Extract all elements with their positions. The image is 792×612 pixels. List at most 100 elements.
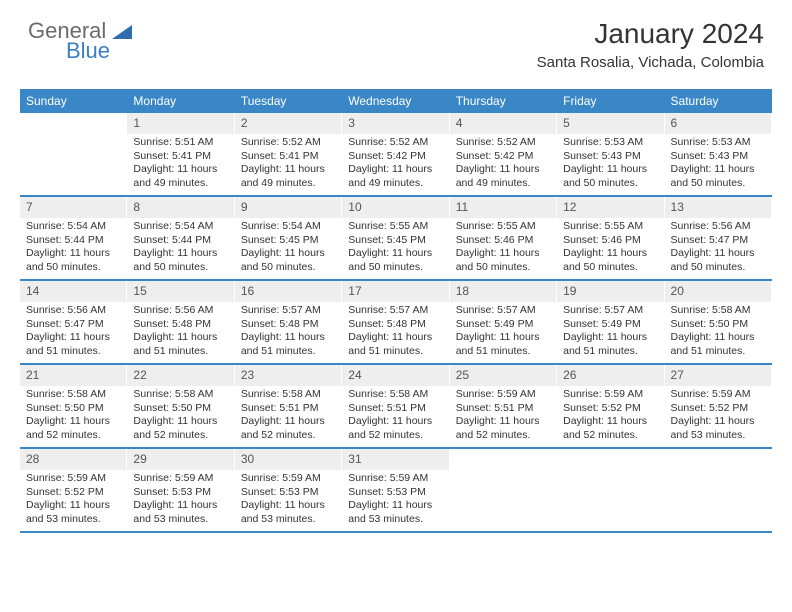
day-cell: [557, 449, 664, 531]
day-number: 3: [342, 113, 448, 134]
week-row: 14Sunrise: 5:56 AMSunset: 5:47 PMDayligh…: [20, 281, 772, 365]
daylight-text: Daylight: 11 hours and 49 minutes.: [133, 163, 227, 190]
day-details: Sunrise: 5:57 AMSunset: 5:49 PMDaylight:…: [557, 302, 663, 363]
day-cell: 30Sunrise: 5:59 AMSunset: 5:53 PMDayligh…: [235, 449, 342, 531]
day-number: 26: [557, 365, 663, 386]
day-number: 19: [557, 281, 663, 302]
day-cell: 1Sunrise: 5:51 AMSunset: 5:41 PMDaylight…: [127, 113, 234, 195]
sunset-text: Sunset: 5:51 PM: [348, 402, 442, 416]
calendar: SundayMondayTuesdayWednesdayThursdayFrid…: [20, 89, 772, 533]
day-details: Sunrise: 5:52 AMSunset: 5:41 PMDaylight:…: [235, 134, 341, 195]
day-number: 6: [665, 113, 771, 134]
dow-wednesday: Wednesday: [342, 89, 449, 113]
day-number: 1: [127, 113, 233, 134]
day-details: Sunrise: 5:56 AMSunset: 5:47 PMDaylight:…: [20, 302, 126, 363]
day-cell: 5Sunrise: 5:53 AMSunset: 5:43 PMDaylight…: [557, 113, 664, 195]
daylight-text: Daylight: 11 hours and 50 minutes.: [348, 247, 442, 274]
sunrise-text: Sunrise: 5:52 AM: [241, 136, 335, 150]
day-cell: 22Sunrise: 5:58 AMSunset: 5:50 PMDayligh…: [127, 365, 234, 447]
sunrise-text: Sunrise: 5:56 AM: [133, 304, 227, 318]
day-details: Sunrise: 5:52 AMSunset: 5:42 PMDaylight:…: [342, 134, 448, 195]
dow-row: SundayMondayTuesdayWednesdayThursdayFrid…: [20, 89, 772, 113]
sunrise-text: Sunrise: 5:58 AM: [26, 388, 120, 402]
day-details: Sunrise: 5:55 AMSunset: 5:45 PMDaylight:…: [342, 218, 448, 279]
sunset-text: Sunset: 5:46 PM: [563, 234, 657, 248]
day-cell: 18Sunrise: 5:57 AMSunset: 5:49 PMDayligh…: [450, 281, 557, 363]
sunset-text: Sunset: 5:50 PM: [133, 402, 227, 416]
daylight-text: Daylight: 11 hours and 50 minutes.: [133, 247, 227, 274]
day-details: Sunrise: 5:51 AMSunset: 5:41 PMDaylight:…: [127, 134, 233, 195]
sunset-text: Sunset: 5:45 PM: [241, 234, 335, 248]
day-details: Sunrise: 5:57 AMSunset: 5:48 PMDaylight:…: [235, 302, 341, 363]
daylight-text: Daylight: 11 hours and 50 minutes.: [671, 163, 765, 190]
day-cell: 31Sunrise: 5:59 AMSunset: 5:53 PMDayligh…: [342, 449, 449, 531]
sunset-text: Sunset: 5:44 PM: [133, 234, 227, 248]
day-cell: 19Sunrise: 5:57 AMSunset: 5:49 PMDayligh…: [557, 281, 664, 363]
day-cell: 28Sunrise: 5:59 AMSunset: 5:52 PMDayligh…: [20, 449, 127, 531]
day-details: Sunrise: 5:59 AMSunset: 5:51 PMDaylight:…: [450, 386, 556, 447]
sunset-text: Sunset: 5:51 PM: [456, 402, 550, 416]
sunset-text: Sunset: 5:50 PM: [671, 318, 765, 332]
sunrise-text: Sunrise: 5:54 AM: [133, 220, 227, 234]
sunset-text: Sunset: 5:48 PM: [133, 318, 227, 332]
day-number: 23: [235, 365, 341, 386]
sunrise-text: Sunrise: 5:59 AM: [456, 388, 550, 402]
brand-logo: GeneralBlue: [28, 18, 132, 64]
day-number: 20: [665, 281, 771, 302]
day-number: 18: [450, 281, 556, 302]
day-number: 31: [342, 449, 448, 470]
sunset-text: Sunset: 5:49 PM: [456, 318, 550, 332]
sunset-text: Sunset: 5:44 PM: [26, 234, 120, 248]
day-cell: 9Sunrise: 5:54 AMSunset: 5:45 PMDaylight…: [235, 197, 342, 279]
dow-tuesday: Tuesday: [235, 89, 342, 113]
title-block: January 2024 Santa Rosalia, Vichada, Col…: [537, 18, 764, 71]
day-cell: 16Sunrise: 5:57 AMSunset: 5:48 PMDayligh…: [235, 281, 342, 363]
day-cell: 14Sunrise: 5:56 AMSunset: 5:47 PMDayligh…: [20, 281, 127, 363]
day-cell: 29Sunrise: 5:59 AMSunset: 5:53 PMDayligh…: [127, 449, 234, 531]
sunrise-text: Sunrise: 5:55 AM: [563, 220, 657, 234]
day-cell: 10Sunrise: 5:55 AMSunset: 5:45 PMDayligh…: [342, 197, 449, 279]
daylight-text: Daylight: 11 hours and 52 minutes.: [26, 415, 120, 442]
sunset-text: Sunset: 5:52 PM: [671, 402, 765, 416]
daylight-text: Daylight: 11 hours and 49 minutes.: [456, 163, 550, 190]
day-number: 15: [127, 281, 233, 302]
sunrise-text: Sunrise: 5:52 AM: [348, 136, 442, 150]
day-details: Sunrise: 5:59 AMSunset: 5:53 PMDaylight:…: [127, 470, 233, 531]
sunset-text: Sunset: 5:42 PM: [348, 150, 442, 164]
day-number: 30: [235, 449, 341, 470]
day-details: Sunrise: 5:54 AMSunset: 5:44 PMDaylight:…: [20, 218, 126, 279]
daylight-text: Daylight: 11 hours and 53 minutes.: [348, 499, 442, 526]
day-details: Sunrise: 5:58 AMSunset: 5:50 PMDaylight:…: [20, 386, 126, 447]
daylight-text: Daylight: 11 hours and 51 minutes.: [26, 331, 120, 358]
sunset-text: Sunset: 5:42 PM: [456, 150, 550, 164]
sunset-text: Sunset: 5:41 PM: [241, 150, 335, 164]
sunrise-text: Sunrise: 5:58 AM: [348, 388, 442, 402]
day-cell: 11Sunrise: 5:55 AMSunset: 5:46 PMDayligh…: [450, 197, 557, 279]
sunrise-text: Sunrise: 5:53 AM: [563, 136, 657, 150]
sunrise-text: Sunrise: 5:54 AM: [241, 220, 335, 234]
daylight-text: Daylight: 11 hours and 50 minutes.: [456, 247, 550, 274]
day-cell: 6Sunrise: 5:53 AMSunset: 5:43 PMDaylight…: [665, 113, 772, 195]
week-row: 1Sunrise: 5:51 AMSunset: 5:41 PMDaylight…: [20, 113, 772, 197]
day-details: Sunrise: 5:54 AMSunset: 5:45 PMDaylight:…: [235, 218, 341, 279]
sunrise-text: Sunrise: 5:59 AM: [241, 472, 335, 486]
sunset-text: Sunset: 5:43 PM: [563, 150, 657, 164]
sunrise-text: Sunrise: 5:52 AM: [456, 136, 550, 150]
daylight-text: Daylight: 11 hours and 50 minutes.: [563, 247, 657, 274]
day-details: Sunrise: 5:58 AMSunset: 5:51 PMDaylight:…: [342, 386, 448, 447]
sunset-text: Sunset: 5:47 PM: [671, 234, 765, 248]
dow-sunday: Sunday: [20, 89, 127, 113]
day-details: Sunrise: 5:59 AMSunset: 5:53 PMDaylight:…: [342, 470, 448, 531]
sunrise-text: Sunrise: 5:58 AM: [671, 304, 765, 318]
sunrise-text: Sunrise: 5:56 AM: [26, 304, 120, 318]
dow-thursday: Thursday: [450, 89, 557, 113]
page-title: January 2024: [537, 18, 764, 50]
daylight-text: Daylight: 11 hours and 50 minutes.: [26, 247, 120, 274]
day-details: Sunrise: 5:59 AMSunset: 5:52 PMDaylight:…: [20, 470, 126, 531]
week-row: 28Sunrise: 5:59 AMSunset: 5:52 PMDayligh…: [20, 449, 772, 533]
day-cell: 20Sunrise: 5:58 AMSunset: 5:50 PMDayligh…: [665, 281, 772, 363]
day-details: Sunrise: 5:53 AMSunset: 5:43 PMDaylight:…: [557, 134, 663, 195]
sunset-text: Sunset: 5:43 PM: [671, 150, 765, 164]
day-details: Sunrise: 5:53 AMSunset: 5:43 PMDaylight:…: [665, 134, 771, 195]
day-details: Sunrise: 5:55 AMSunset: 5:46 PMDaylight:…: [450, 218, 556, 279]
